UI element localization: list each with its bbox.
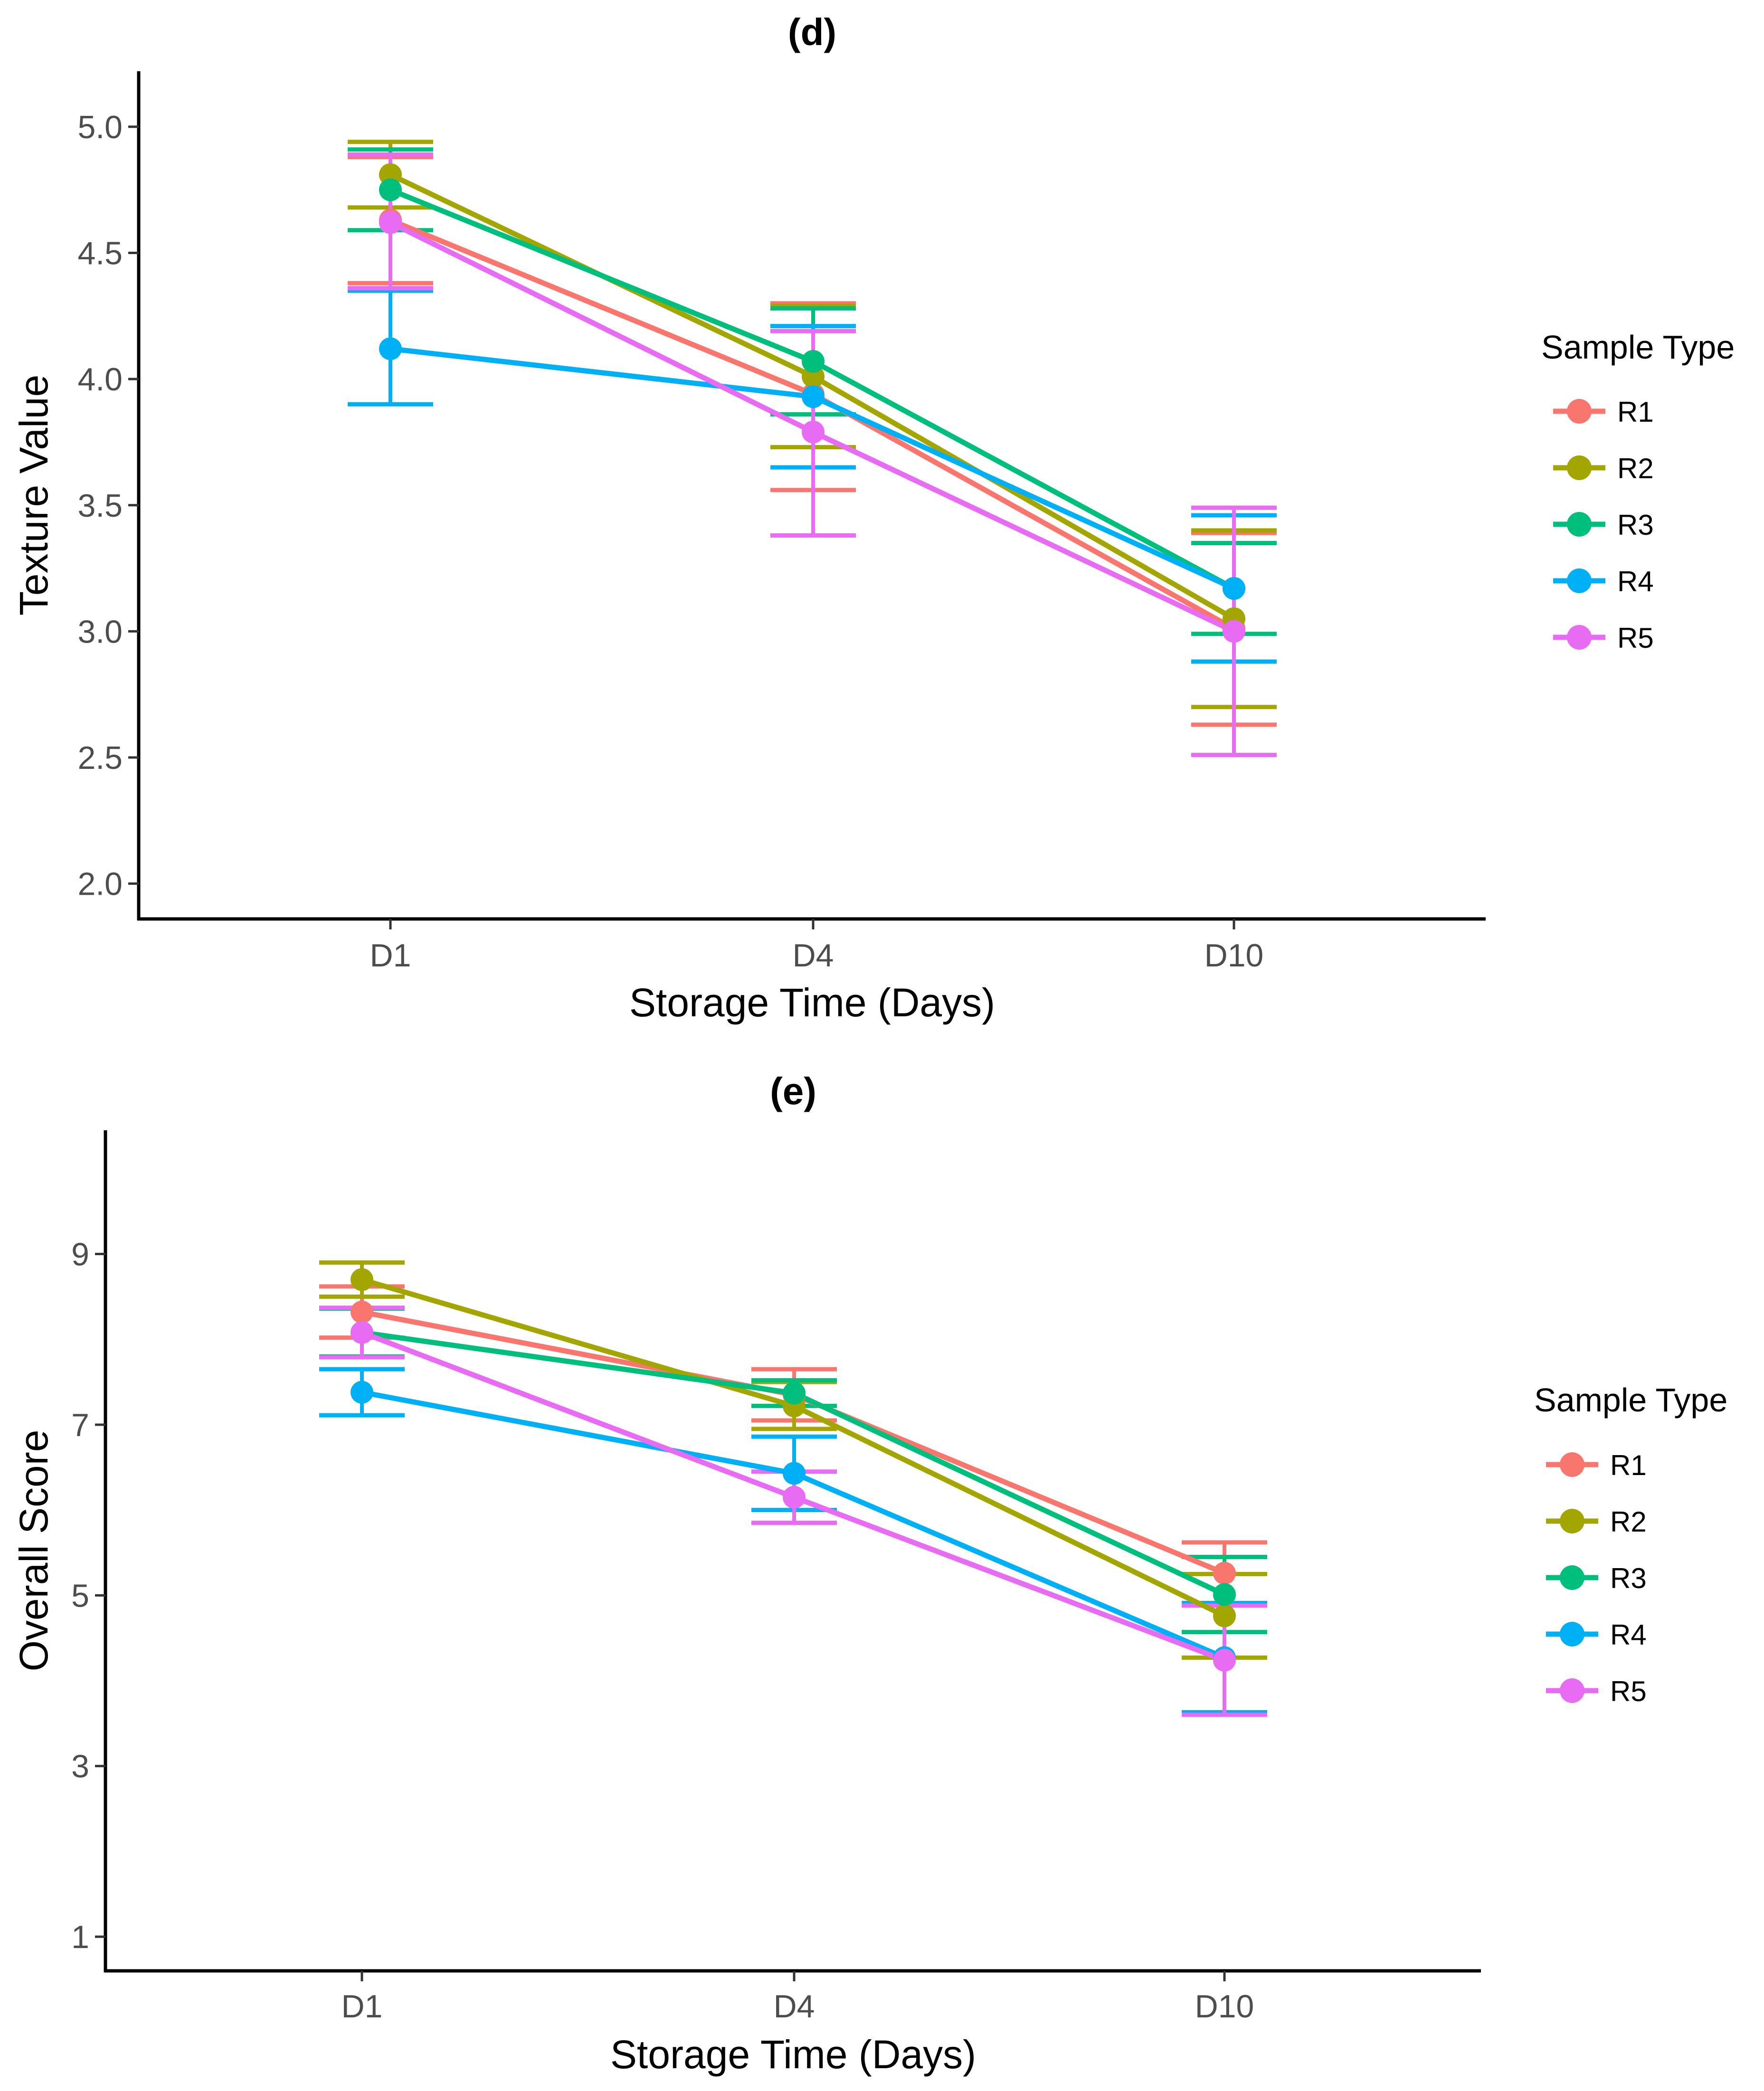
legend-label: R5 <box>1617 622 1654 654</box>
data-point-r2 <box>351 1268 373 1291</box>
y-tick-label: 4.0 <box>77 361 123 397</box>
data-point-r4 <box>783 1462 806 1485</box>
legend-item-r3: R3 <box>1546 1562 1647 1594</box>
chart-title: (e) <box>770 1070 816 1112</box>
legend-key-point <box>1560 1565 1584 1590</box>
y-tick-label: 5.0 <box>77 109 123 145</box>
y-tick-label: 2.0 <box>77 866 123 902</box>
x-axis-label: Storage Time (Days) <box>610 2032 976 2077</box>
legend: Sample Type R1 R2 R3 R4 R5 <box>1534 1381 1727 1707</box>
data-point-r2 <box>1213 1604 1236 1627</box>
legend-label: R1 <box>1610 1449 1647 1481</box>
data-point-r1 <box>351 1300 373 1324</box>
data-point-r3 <box>783 1381 806 1405</box>
legend-key-point <box>1567 512 1592 537</box>
y-axis-label: Texture Value <box>11 375 56 615</box>
y-tick-label: 3 <box>71 1749 89 1785</box>
y-tick-label: 9 <box>71 1237 89 1273</box>
legend-label: R2 <box>1610 1506 1647 1538</box>
legend-key-point <box>1560 1509 1584 1533</box>
legend-key-point <box>1560 1622 1584 1646</box>
legend-label: R3 <box>1617 509 1654 541</box>
legend-item-r2: R2 <box>1553 453 1654 484</box>
data-point-r4 <box>379 337 402 360</box>
chart-panel-d: (d) 2.0 2.5 3.0 3.5 4.0 4.5 5.0 D1 D4 D10 Storage T… <box>11 11 1735 1025</box>
x-tick-label: D10 <box>1195 1988 1254 2025</box>
x-tick-label: D4 <box>793 937 834 974</box>
plot-area <box>319 1260 1267 1717</box>
legend-label: R3 <box>1610 1562 1647 1594</box>
x-tick-label: D1 <box>370 937 411 974</box>
legend-item-r3: R3 <box>1553 509 1654 541</box>
chart-title: (d) <box>788 11 836 53</box>
y-tick-label: 3.0 <box>77 614 123 650</box>
data-point-r5 <box>379 211 402 234</box>
y-axis-label: Overall Score <box>11 1430 56 1672</box>
data-point-r5 <box>783 1485 806 1509</box>
x-axis-label: Storage Time (Days) <box>629 980 995 1025</box>
legend-key-point <box>1560 1452 1584 1477</box>
y-tick-label: 4.5 <box>77 236 123 272</box>
data-point-r3 <box>802 350 825 373</box>
y-tick-label: 5 <box>71 1578 89 1614</box>
data-point-r1 <box>1213 1561 1236 1585</box>
legend-title: Sample Type <box>1541 329 1735 366</box>
data-point-r5 <box>802 420 825 444</box>
legend-item-r1: R1 <box>1546 1449 1647 1481</box>
legend-label: R1 <box>1617 396 1654 428</box>
data-point-r3 <box>1213 1583 1236 1606</box>
legend-title: Sample Type <box>1534 1381 1727 1419</box>
legend-key-point <box>1567 568 1592 593</box>
y-tick-label: 3.5 <box>77 488 123 524</box>
data-point-r4 <box>1223 577 1245 600</box>
y-tick-label: 7 <box>71 1407 89 1443</box>
legend-key-point <box>1567 399 1592 424</box>
plot-area <box>348 140 1277 757</box>
data-point-r5 <box>1223 620 1245 643</box>
x-tick-label: D10 <box>1204 937 1264 974</box>
data-point-r4 <box>351 1381 373 1404</box>
legend-label: R4 <box>1610 1619 1647 1651</box>
legend-key-point <box>1560 1678 1584 1703</box>
legend-item-r5: R5 <box>1553 622 1654 654</box>
legend-item-r5: R5 <box>1546 1675 1647 1707</box>
legend-label: R5 <box>1610 1675 1647 1707</box>
data-point-r4 <box>802 385 825 408</box>
y-tick-label: 1 <box>71 1919 89 1955</box>
legend-item-r4: R4 <box>1546 1619 1647 1651</box>
legend-item-r2: R2 <box>1546 1506 1647 1538</box>
legend-key-point <box>1567 625 1592 650</box>
legend-item-r1: R1 <box>1553 396 1654 428</box>
y-tick-label: 2.5 <box>77 740 123 776</box>
legend-label: R4 <box>1617 566 1654 597</box>
x-tick-label: D1 <box>341 1988 383 2025</box>
x-tick-label: D4 <box>774 1988 815 2025</box>
chart-panel-e: (e) 1 3 5 7 9 D1 D4 D10 Storage Time (Days) Overal… <box>11 1070 1727 2077</box>
legend: Sample Type R1 R2 R3 R4 R5 <box>1541 329 1735 654</box>
data-point-r3 <box>379 178 402 201</box>
legend-item-r4: R4 <box>1553 566 1654 597</box>
data-point-r5 <box>1213 1648 1236 1672</box>
data-point-r5 <box>351 1321 373 1344</box>
legend-key-point <box>1567 455 1592 480</box>
legend-label: R2 <box>1617 453 1654 484</box>
